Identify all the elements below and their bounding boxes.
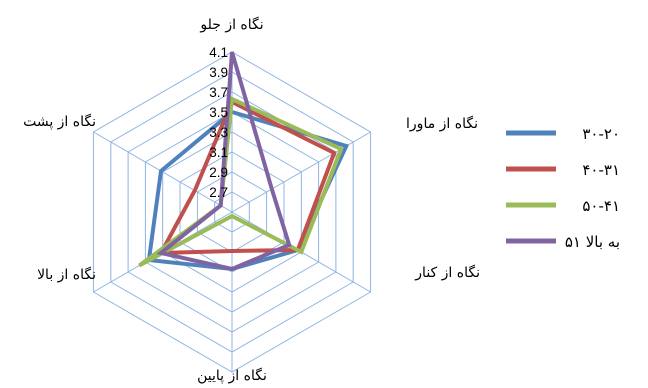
tick-label-1: 2.9 [209, 165, 228, 180]
category-label-bottom: نگاه از پایین [197, 367, 267, 384]
tick-label-4: 3.5 [209, 105, 228, 120]
tick-label-5: 3.7 [209, 85, 228, 100]
tick-label-2: 3.1 [209, 145, 228, 160]
legend-label-1: ۴۰-۳۱ [582, 161, 620, 179]
radar-series [138, 51, 350, 272]
tick-label-0: 2.7 [209, 185, 228, 200]
tick-label-7: 4.1 [209, 45, 228, 60]
tick-label-6: 3.9 [209, 65, 228, 80]
category-label-top: نگاه از بالا [37, 266, 96, 283]
category-label-front: نگاه از جلو [199, 16, 263, 33]
category-labels: نگاه از جلو نگاه از ماورا نگاه از کنار ن… [23, 16, 480, 384]
series-line-1 [157, 99, 337, 256]
series-line-3 [156, 51, 292, 272]
legend-label-3: ۵۱ به بالا [565, 233, 620, 251]
category-label-back: نگاه از پشت [23, 113, 96, 130]
legend: ۳۰-۲۰ ۴۰-۳۱ ۵۰-۴۱ ۵۱ به بالا [506, 125, 620, 251]
tick-label-3: 3.3 [209, 125, 228, 140]
tick-labels: 2.7 2.9 3.1 3.3 3.5 3.7 3.9 4.1 [209, 45, 228, 200]
legend-label-2: ۵۰-۴۱ [582, 197, 620, 215]
category-label-side: نگاه از کنار [414, 264, 480, 281]
legend-label-0: ۳۰-۲۰ [582, 125, 620, 143]
category-label-beyond: نگاه از ماورا [406, 115, 478, 132]
